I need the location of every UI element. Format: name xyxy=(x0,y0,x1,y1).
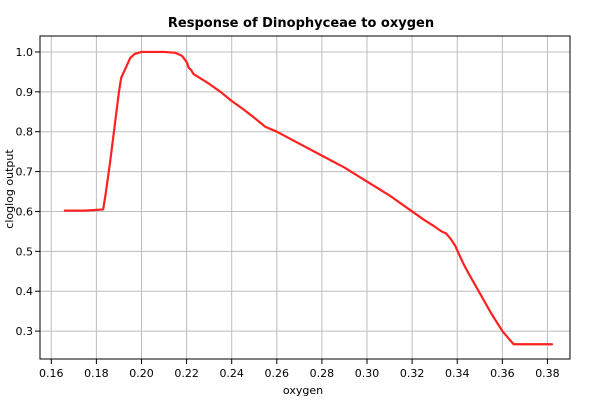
x-tick-label: 0.20 xyxy=(129,367,154,380)
x-tick-label: 0.22 xyxy=(174,367,199,380)
y-tick-label: 0.7 xyxy=(16,166,34,179)
plot-border xyxy=(39,35,571,360)
grid xyxy=(40,36,570,359)
x-tick-label: 0.32 xyxy=(400,367,425,380)
x-tick-label: 0.28 xyxy=(310,367,335,380)
series-layer xyxy=(63,50,554,346)
x-axis-label: oxygen xyxy=(283,384,323,397)
plot-area xyxy=(39,35,571,360)
chart-title: Response of Dinophyceae to oxygen xyxy=(168,16,434,31)
x-tick-label: 0.36 xyxy=(490,367,515,380)
y-tick-label: 0.8 xyxy=(16,126,34,139)
x-tick-label: 0.30 xyxy=(355,367,380,380)
y-tick-label: 0.9 xyxy=(16,86,34,99)
x-tick-label: 0.34 xyxy=(445,367,470,380)
axis-ticks: 0.16 0.18 0.20 0.22 0.24 0.26 0.28 0.30 0.32 0.34… xyxy=(16,46,560,380)
y-tick-label: 0.6 xyxy=(16,205,34,218)
series-line xyxy=(63,50,554,346)
y-tick-label: 0.4 xyxy=(16,285,34,298)
x-tick-label: 0.18 xyxy=(84,367,109,380)
x-tick-label: 0.26 xyxy=(265,367,290,380)
y-axis-label: cloglog output xyxy=(3,149,16,229)
x-tick-label: 0.38 xyxy=(535,367,560,380)
x-tick-label: 0.16 xyxy=(39,367,64,380)
y-tick-label: 0.3 xyxy=(16,325,34,338)
y-tick-label: 0.5 xyxy=(16,245,34,258)
y-tick-label: 1.0 xyxy=(16,46,34,59)
x-tick-label: 0.24 xyxy=(219,367,244,380)
